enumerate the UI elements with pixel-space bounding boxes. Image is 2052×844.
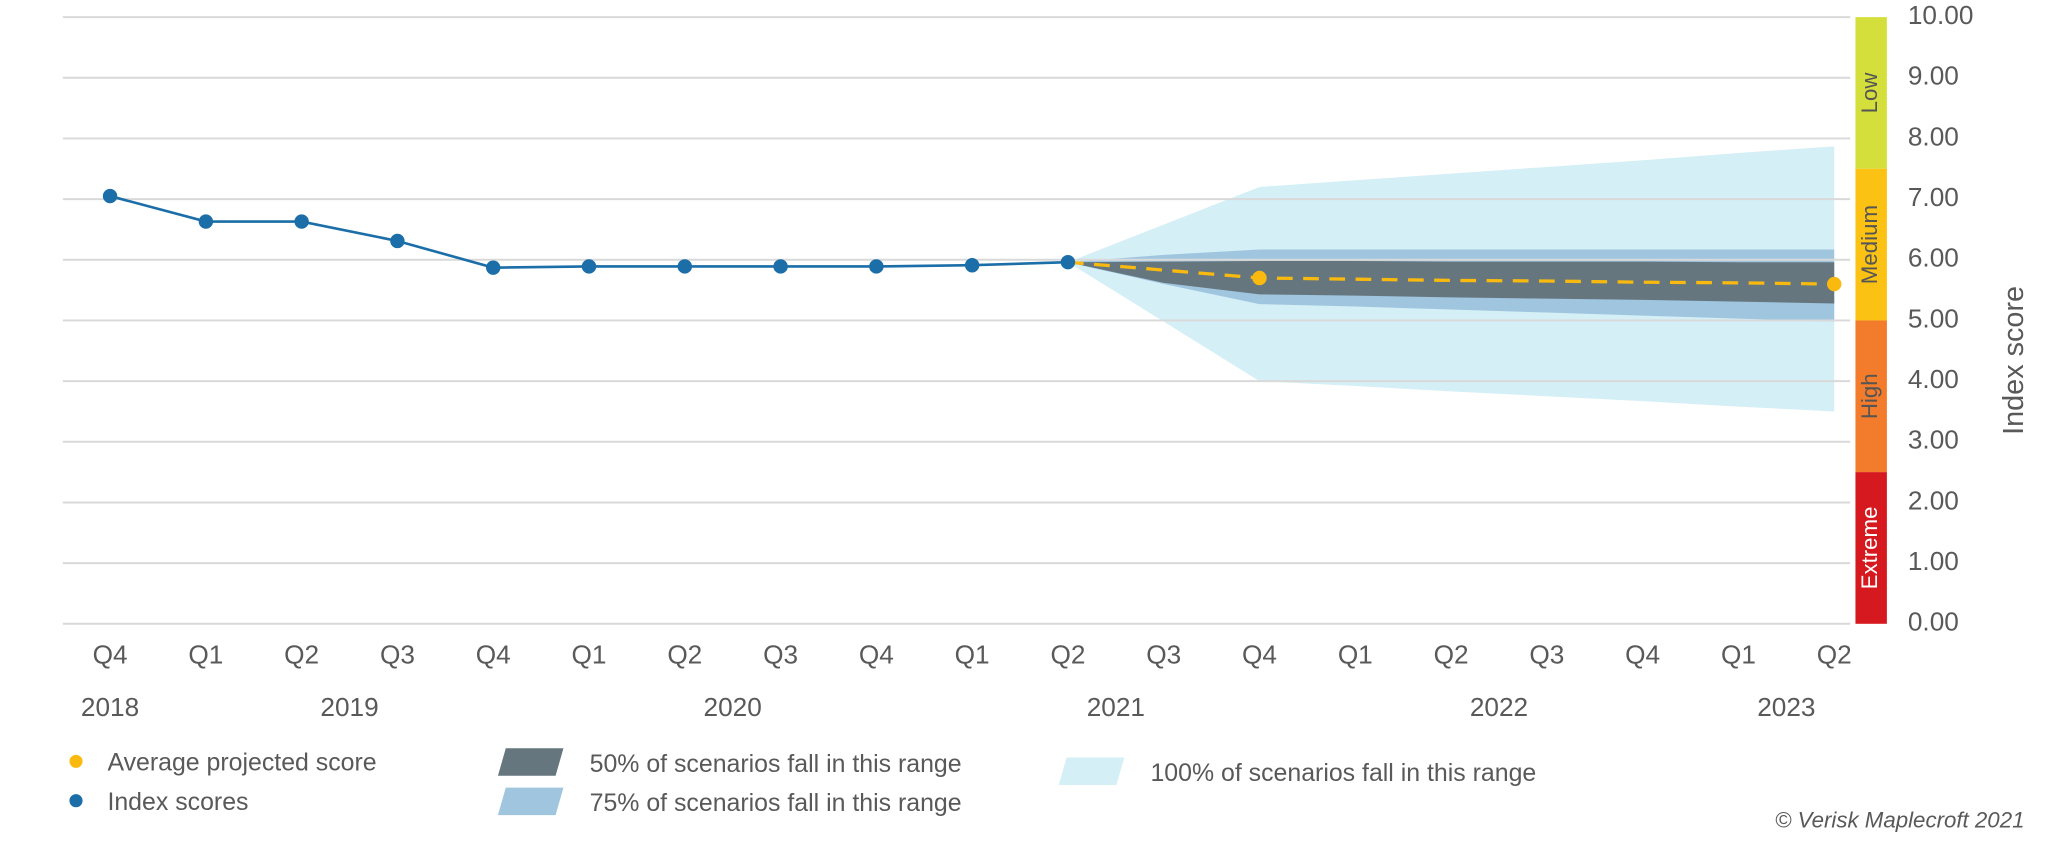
- point: [390, 233, 405, 249]
- y-tick-label: 2.00: [1908, 485, 1959, 515]
- y-tick-label: 6.00: [1908, 243, 1959, 273]
- x-tick-label: Q4: [476, 639, 511, 669]
- year-label: 2022: [1470, 692, 1528, 722]
- point: [677, 259, 692, 274]
- x-tick-label: Q2: [667, 639, 702, 669]
- point: [294, 214, 309, 229]
- y-tick-label: 9.00: [1908, 61, 1959, 91]
- legend-marker: [69, 754, 83, 768]
- x-tick-label: Q4: [859, 639, 894, 669]
- y-tick-label: 1.00: [1908, 546, 1959, 576]
- x-tick-label: Q2: [1817, 639, 1852, 669]
- x-tick-label: Q2: [1434, 639, 1469, 669]
- risk-band: [1855, 168, 1887, 321]
- risk-band: [1855, 320, 1887, 473]
- point: [1827, 276, 1842, 292]
- x-tick-label: Q1: [572, 639, 607, 669]
- y-tick-label: 10.00: [1908, 0, 1974, 30]
- point: [198, 214, 214, 229]
- y-tick-label: 3.00: [1908, 425, 1959, 455]
- point: [581, 259, 597, 274]
- legend-label: Index scores: [107, 788, 248, 816]
- x-tick-label: Q4: [1242, 639, 1277, 669]
- x-tick-label: Q2: [284, 639, 319, 669]
- year-label: 2018: [81, 692, 139, 722]
- legend-swatch: [497, 748, 564, 776]
- x-tick-label: Q2: [1050, 639, 1085, 669]
- risk-band: [1855, 17, 1887, 169]
- year-label: 2021: [1087, 692, 1145, 722]
- legend-swatch: [1058, 757, 1125, 785]
- legend-label: 75% of scenarios fall in this range: [590, 789, 962, 817]
- legend-label: Average projected score: [107, 749, 376, 777]
- y-tick-label: 0.00: [1908, 607, 1959, 637]
- legend-label: 50% of scenarios fall in this range: [590, 750, 962, 778]
- risk-label: Extreme: [1857, 507, 1882, 590]
- y-tick-label: 7.00: [1908, 182, 1959, 212]
- x-tick-label: Q3: [763, 639, 798, 669]
- x-tick-label: Q4: [1625, 639, 1660, 669]
- series-line: [109, 194, 1068, 269]
- point: [1060, 254, 1076, 270]
- point: [964, 258, 980, 273]
- y-tick-label: 4.00: [1908, 364, 1959, 394]
- x-tick-label: Q1: [1721, 639, 1756, 669]
- y-tick-label: 8.00: [1908, 121, 1959, 151]
- x-tick-label: Q1: [955, 639, 990, 669]
- legend-marker: [69, 794, 83, 808]
- risk-label: Low: [1857, 72, 1882, 114]
- source: © Verisk Maplecroft 2021: [1775, 808, 2024, 833]
- year-label: 2019: [320, 692, 378, 722]
- risk-label: Medium: [1857, 205, 1882, 284]
- legend-label: 100% of scenarios fall in this range: [1150, 759, 1536, 787]
- x-tick-label: Q3: [1529, 639, 1564, 669]
- legend-swatch: [497, 787, 564, 816]
- x-tick-label: Q4: [93, 639, 128, 669]
- x-tick-label: Q3: [380, 639, 415, 669]
- point: [102, 188, 118, 204]
- risk-label: High: [1857, 373, 1882, 419]
- year-label: 2020: [704, 692, 762, 722]
- x-tick-label: Q1: [188, 639, 223, 669]
- series-line: [1067, 260, 1835, 286]
- point: [486, 260, 501, 275]
- year-label: 2023: [1757, 692, 1815, 722]
- point: [869, 259, 884, 274]
- x-tick-label: Q1: [1338, 639, 1373, 669]
- y-tick-label: 5.00: [1908, 303, 1959, 333]
- point: [1252, 270, 1267, 286]
- point: [773, 259, 788, 274]
- risk-band: [1855, 472, 1887, 624]
- x-tick-label: Q3: [1146, 639, 1181, 669]
- y-axis-label: Index score: [1998, 286, 2030, 435]
